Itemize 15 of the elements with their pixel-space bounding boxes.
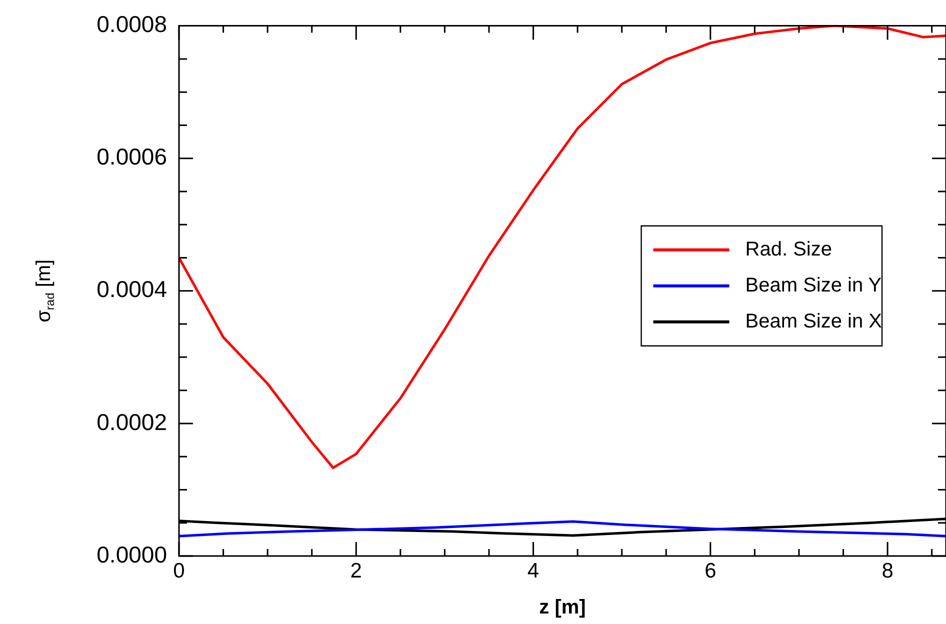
x-tick-label: 6 (704, 559, 716, 582)
x-tick-label: 8 (882, 559, 894, 582)
legend-label: Rad. Size (745, 238, 832, 260)
y-tick-label: 0.0000 (96, 541, 167, 568)
y-tick-label: 0.0008 (96, 11, 167, 38)
x-tick-label: 0 (173, 559, 185, 582)
legend-label: Beam Size in Y (745, 274, 882, 296)
x-axis-title: z [m] (539, 596, 586, 619)
legend-label: Beam Size in X (745, 310, 882, 332)
y-tick-label: 0.0006 (96, 144, 167, 170)
y-tick-label: 0.0002 (96, 408, 167, 435)
x-tick-label: 2 (350, 559, 362, 582)
y-tick-label: 0.0004 (96, 276, 168, 302)
y-axis-title: σrad [m] (33, 259, 57, 322)
x-tick-label: 4 (527, 559, 540, 582)
